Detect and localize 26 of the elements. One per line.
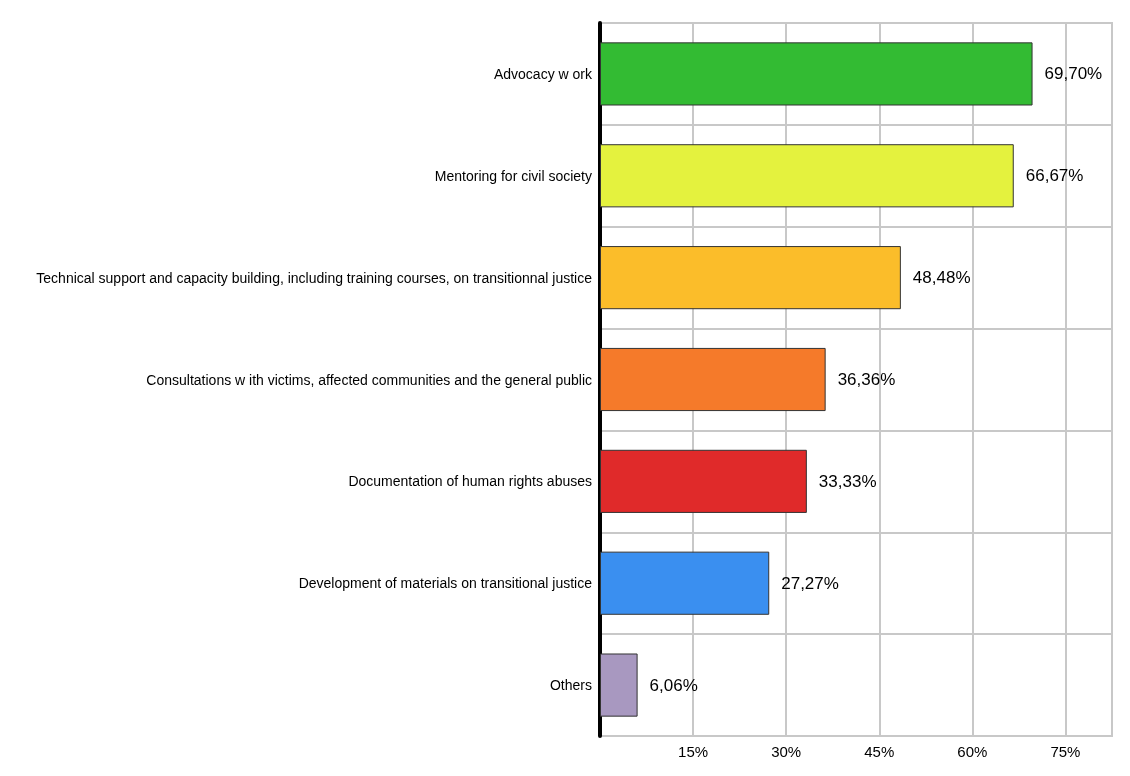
- bar: [600, 653, 638, 717]
- bar: [600, 551, 770, 615]
- y-tick-label: Technical support and capacity building, including training courses, on transitionnal justice: [36, 269, 593, 286]
- bar: [600, 42, 1033, 106]
- y-tick-label: Advocacy w ork: [493, 65, 593, 82]
- data-label: 33,33%: [818, 471, 877, 491]
- x-tick-label: 60%: [957, 743, 988, 760]
- y-tick-label: Documentation of human rights abuses: [348, 473, 592, 490]
- data-label: 6,06%: [649, 675, 698, 695]
- y-tick-label: Consultations w ith victims, affected communities and the general public: [146, 371, 592, 388]
- bar: [600, 347, 826, 412]
- x-tick-label: 30%: [771, 743, 802, 760]
- data-label: 36,36%: [837, 370, 896, 389]
- data-label: 48,48%: [912, 268, 971, 288]
- x-tick-label: 15%: [678, 743, 709, 760]
- bar: [600, 449, 807, 513]
- x-tick-label: 45%: [864, 743, 895, 760]
- x-tick-label: 75%: [1050, 743, 1081, 760]
- data-label: 66,67%: [1025, 166, 1084, 186]
- bar: [600, 246, 901, 310]
- bar: [600, 144, 1014, 208]
- data-label: 69,70%: [1044, 64, 1103, 84]
- y-tick-label: Others: [549, 677, 592, 694]
- y-tick-label: Development of materials on transitional justice: [298, 575, 593, 592]
- y-tick-label: Mentoring for civil society: [434, 167, 592, 184]
- data-label: 27,27%: [781, 573, 839, 593]
